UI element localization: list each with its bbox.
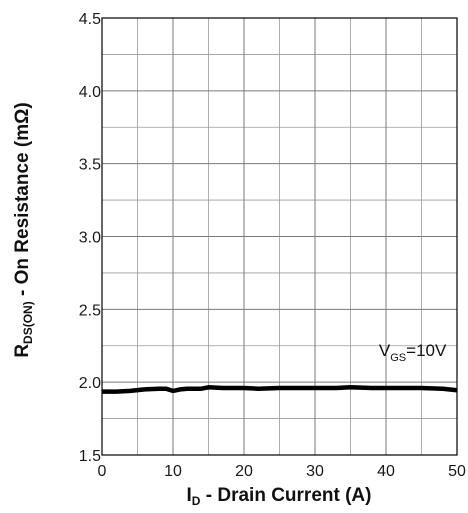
y-tick-labels: 1.5 2.0 2.5 3.0 3.5 4.0 4.5	[79, 11, 101, 465]
x-axis-title: ID - Drain Current (A)	[187, 485, 372, 508]
annotation-text: =10V	[406, 341, 447, 360]
y-tick-label: 4.0	[79, 84, 101, 101]
y-tick-label: 2.5	[79, 302, 101, 319]
y-axis-title: RDS(ON) - On Resistance (mΩ)	[12, 102, 35, 357]
annotation-prefix: V	[379, 341, 391, 360]
vgs-annotation: VGS=10V	[379, 341, 447, 364]
y-tick-label: 3.0	[79, 230, 101, 247]
y-tick-label: 3.5	[79, 157, 101, 174]
annotation-subscript: GS	[390, 352, 406, 364]
plot-frame	[101, 17, 458, 456]
y-tick-label: 1.5	[79, 448, 101, 465]
y-axis-title-prefix: R	[12, 344, 33, 358]
series-layer	[102, 385, 458, 394]
series-line	[102, 385, 458, 394]
x-tick-label: 50	[448, 463, 466, 480]
y-axis-title-subscript: DS(ON)	[21, 301, 35, 344]
x-tick-label: 20	[235, 463, 253, 480]
x-axis-title-text: - Drain Current (A)	[200, 485, 371, 506]
x-tick-label: 40	[377, 463, 395, 480]
y-tick-label: 4.5	[79, 11, 101, 28]
y-axis-title-text: - On Resistance (mΩ)	[12, 102, 33, 301]
y-tick-label: 2.0	[79, 375, 101, 392]
x-axis-title-subscript: D	[192, 494, 201, 508]
x-tick-labels: 0 10 20 30 40 50	[98, 463, 466, 480]
x-tick-label: 0	[98, 463, 107, 480]
x-axis-title-prefix: I	[187, 485, 192, 506]
x-tick-label: 30	[306, 463, 324, 480]
x-tick-label: 10	[164, 463, 182, 480]
